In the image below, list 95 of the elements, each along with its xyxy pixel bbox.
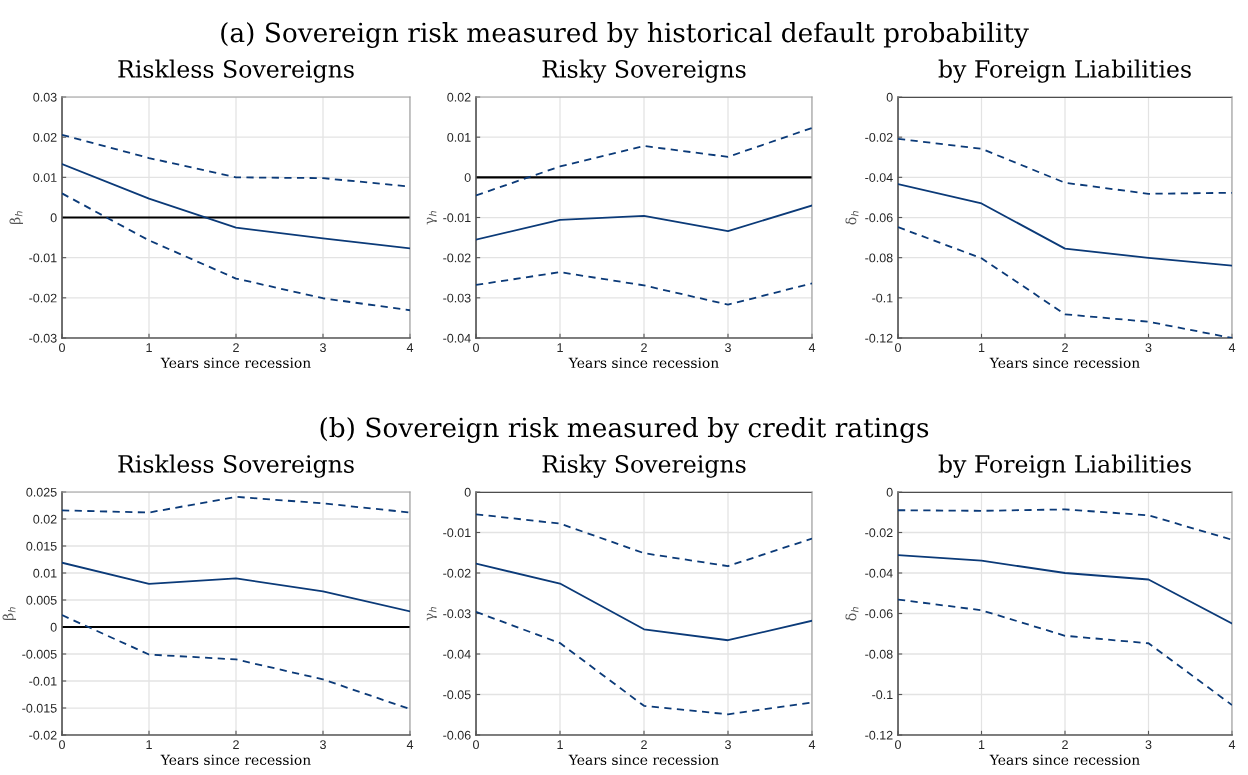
y-tick-label: -0.02 (865, 528, 893, 538)
y-tick-label: -0.005 (22, 649, 57, 659)
y-tick-label: -0.02 (443, 568, 471, 578)
x-tick-label: 2 (233, 740, 239, 749)
x-axis-title: Years since recession (989, 754, 1140, 766)
x-tick-label: 4 (808, 343, 816, 352)
x-axis-title: Years since recession (568, 754, 719, 766)
text: (b) Sovereign risk measured by credit ratings (320, 417, 929, 443)
y-tick-label: 0 (50, 622, 57, 632)
y-tick-label: 0.01 (447, 132, 471, 142)
y-tick-label: -0.04 (865, 568, 893, 578)
x-axis-title: Years since recession (568, 357, 719, 369)
y-tick-label: -0.02 (29, 293, 57, 303)
x-tick-label: 1 (146, 343, 152, 352)
y-axis-title: β$_{h}$ (9, 211, 23, 224)
y-tick-label: 0.03 (33, 92, 57, 102)
text: (a) Sovereign risk measured by historical default probability (221, 22, 1029, 48)
y-tick-label: -0.12 (865, 333, 893, 343)
y-tick-label: -0.03 (443, 293, 471, 303)
y-tick-label: -0.05 (443, 690, 471, 700)
x-tick-label: 1 (146, 740, 152, 749)
x-tick-label: 0 (59, 740, 65, 750)
y-axis-title: δ$_{h}$ (845, 607, 859, 621)
y-tick-label: -0.01 (443, 528, 471, 538)
y-tick-label: -0.06 (865, 213, 893, 223)
y-tick-label: 0.02 (447, 92, 471, 102)
y-tick-label: 0.005 (26, 595, 57, 605)
y-axis-title: γ$_{h}$ (426, 211, 437, 225)
x-tick-label: 4 (406, 740, 414, 749)
x-tick-label: 4 (406, 343, 414, 352)
y-tick-label: -0.01 (29, 676, 57, 686)
x-tick-label: 1 (557, 343, 563, 352)
y-tick-label: -0.04 (443, 333, 471, 343)
x-tick-label: 0 (895, 343, 901, 353)
y-tick-label: -0.12 (865, 730, 893, 740)
x-tick-label: 1 (978, 343, 985, 352)
y-tick-label: 0.02 (33, 132, 57, 142)
y-tick-label: 0 (464, 173, 471, 182)
y-tick-label: 0 (50, 213, 57, 223)
x-tick-label: 2 (233, 343, 239, 352)
y-axis-title: δ$_{h}$ (845, 211, 859, 225)
x-tick-label: 0 (473, 740, 479, 750)
x-tick-label: 3 (1145, 343, 1152, 353)
y-tick-label: -0.06 (865, 609, 893, 619)
x-axis-title: Years since recession (160, 357, 311, 369)
x-tick-label: 2 (641, 343, 647, 352)
x-tick-label: 2 (1062, 343, 1068, 352)
x-tick-label: 2 (641, 740, 647, 749)
y-tick-label: -0.03 (443, 609, 471, 619)
y-axis-title: β$_{h}$ (2, 607, 17, 620)
y-axis-title: γ$_{h}$ (426, 607, 437, 621)
x-tick-label: 1 (557, 740, 563, 749)
y-tick-label: 0 (886, 487, 893, 497)
y-tick-label: -0.01 (29, 253, 57, 263)
x-tick-label: 4 (1228, 343, 1236, 352)
y-tick-label: -0.015 (22, 703, 57, 713)
x-axis-title: Years since recession (989, 357, 1140, 369)
x-tick-label: 0 (59, 343, 65, 353)
y-tick-label: 0 (464, 487, 471, 497)
y-tick-label: -0.02 (443, 253, 471, 263)
y-tick-label: -0.08 (865, 253, 893, 263)
x-tick-label: 3 (725, 343, 731, 353)
y-tick-label: -0.03 (29, 333, 57, 343)
x-tick-label: 2 (1062, 740, 1068, 749)
y-tick-label: -0.04 (865, 173, 893, 182)
y-tick-label: -0.1 (872, 690, 893, 700)
y-tick-label: -0.1 (872, 293, 893, 303)
y-tick-label: -0.02 (29, 730, 57, 740)
y-tick-label: -0.04 (443, 649, 471, 659)
x-tick-label: 4 (808, 740, 816, 749)
chart-title: Risky Sovereigns (542, 454, 746, 478)
x-tick-label: 3 (320, 343, 326, 353)
x-tick-label: 3 (1145, 740, 1152, 750)
chart-title: Riskless Sovereigns (118, 454, 354, 478)
y-tick-label: 0.02 (33, 514, 57, 524)
y-tick-label: -0.02 (865, 132, 893, 142)
y-tick-label: 0.025 (26, 487, 57, 497)
x-axis-title: Years since recession (160, 754, 311, 766)
y-tick-label: -0.01 (443, 213, 471, 223)
chart-title: Riskless Sovereigns (118, 59, 354, 83)
x-tick-label: 0 (895, 740, 901, 750)
x-tick-label: 0 (473, 343, 479, 353)
chart-title: by Foreign Liabilities (938, 454, 1191, 478)
x-tick-label: 3 (320, 740, 326, 750)
y-tick-label: 0 (886, 92, 893, 102)
x-tick-label: 4 (1228, 740, 1236, 749)
y-tick-label: 0.015 (26, 541, 57, 551)
y-tick-label: 0.01 (33, 568, 57, 578)
y-tick-label: -0.08 (865, 649, 893, 659)
chart-title: by Foreign Liabilities (938, 59, 1191, 83)
x-tick-label: 3 (725, 740, 731, 750)
y-tick-label: -0.06 (443, 730, 471, 740)
y-tick-label: 0.01 (33, 173, 57, 182)
x-tick-label: 1 (978, 740, 985, 749)
chart-title: Risky Sovereigns (542, 59, 746, 83)
